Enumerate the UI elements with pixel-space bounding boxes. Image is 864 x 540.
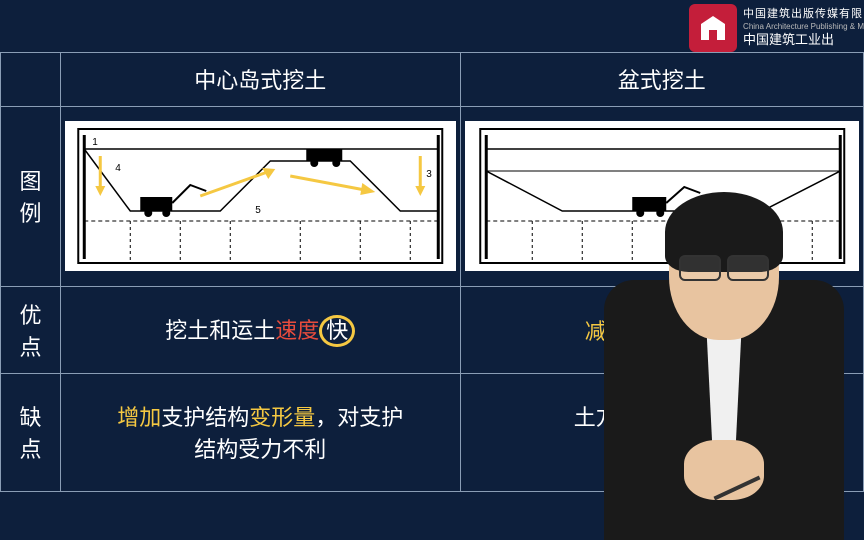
svg-text:1: 1 [92, 137, 98, 148]
svg-text:5: 5 [255, 205, 261, 216]
header-row: 中心岛式挖土 盆式挖土 [1, 53, 864, 107]
header-basin: 盆式挖土 [460, 53, 864, 107]
publisher-logo: 中国建筑出版传媒有限 China Architecture Publishing… [689, 4, 864, 52]
dis-c2-yellow: 变形量 [249, 405, 315, 430]
logo-line1: 中国建筑出版传媒有限 [743, 7, 864, 21]
header-central-island: 中心岛式挖土 [60, 53, 460, 107]
adv-c2-circled: 快 [319, 315, 355, 347]
dis-c2-post1: 支护结构 [161, 405, 249, 430]
logo-text: 中国建筑出版传媒有限 China Architecture Publishing… [743, 7, 864, 49]
diagram-box-1: 1 4 5 3 [65, 121, 456, 271]
header-empty [1, 53, 61, 107]
dis-c2-post2: ，对支护 [315, 405, 403, 430]
dis-c2-pre: 增加 [117, 405, 161, 430]
svg-text:3: 3 [426, 169, 432, 180]
disadvantage-central-island: 增加支护结构变形量，对支护 结构受力不利 [60, 373, 460, 491]
adv-c2-red: 速度 [275, 318, 319, 343]
adv-c2-pre: 挖土和运土 [165, 318, 275, 343]
diagram-central-island: 1 4 5 3 [60, 106, 460, 286]
presenter-figure [604, 110, 844, 540]
advantage-central-island: 挖土和运土速度快 [60, 286, 460, 373]
svg-text:4: 4 [115, 163, 121, 174]
label-disadvantage: 缺点 [1, 373, 61, 491]
logo-icon [689, 4, 737, 52]
label-diagram: 图例 [1, 106, 61, 286]
label-advantage: 优点 [1, 286, 61, 373]
logo-line3: 中国建筑工业出 [743, 32, 864, 49]
dis-c2-line2: 结构受力不利 [194, 437, 326, 462]
logo-line2: China Architecture Publishing & M [743, 22, 864, 32]
